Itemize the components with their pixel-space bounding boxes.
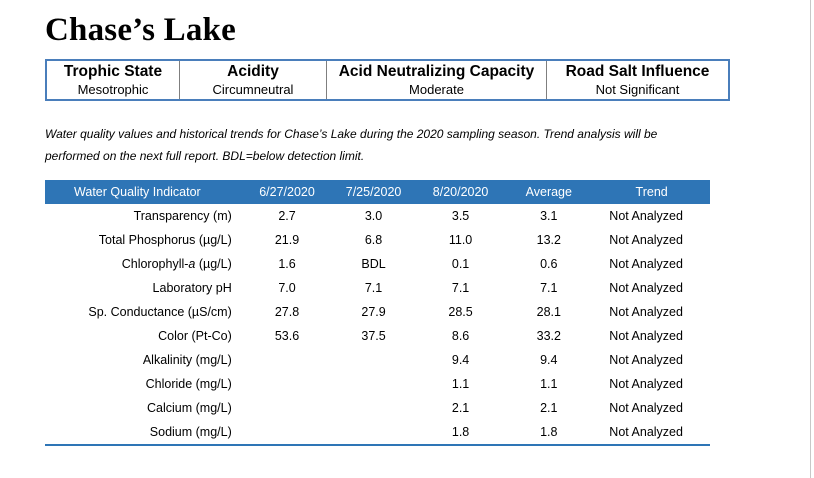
average-cell: 1.8 (540, 425, 558, 439)
header-date-2: 7/25/2020 (345, 185, 402, 199)
summary-heading: Acid Neutralizing Capacity (338, 63, 535, 80)
indicator-cell: Chloride (mg/L) (145, 377, 232, 391)
page-edge (810, 0, 811, 478)
page-title: Chase’s Lake (45, 12, 236, 48)
date-3-cell: 2.1 (451, 401, 470, 415)
summary-acidity: Acidity Circumneutral (180, 61, 327, 99)
indicator-cell: Calcium (mg/L) (147, 401, 232, 415)
summary-heading: Road Salt Influence (565, 63, 710, 80)
trend-cell: Not Analyzed (609, 353, 683, 367)
header-indicator: Water Quality Indicator (74, 185, 201, 199)
average-cell: 13.2 (536, 233, 561, 247)
date-1-cell: 1.6 (278, 257, 296, 271)
average-cell: 0.6 (540, 257, 558, 271)
trend-cell: Not Analyzed (609, 401, 683, 415)
trend-cell: Not Analyzed (609, 329, 683, 343)
date-2-cell: 27.9 (361, 305, 386, 319)
date-2-cell: 37.5 (361, 329, 386, 343)
indicator-cell: Sp. Conductance (µS/cm) (88, 305, 232, 319)
date-1-cell (244, 348, 331, 372)
date-2-cell (330, 420, 417, 445)
table-caption: Water quality values and historical tren… (45, 123, 745, 167)
trend-cell: Not Analyzed (609, 377, 683, 391)
trend-cell: Not Analyzed (609, 257, 683, 271)
indicator-cell: Chlorophyll-a (µg/L) (121, 257, 232, 271)
summary-heading: Acidity (227, 63, 279, 80)
date-2-cell: 3.0 (364, 209, 383, 223)
indicator-cell: Laboratory pH (152, 281, 232, 295)
summary-trophic-state: Trophic State Mesotrophic (47, 61, 180, 99)
table-row: Alkalinity (mg/L) 9.4 9.4 Not Analyzed (45, 348, 710, 372)
date-1-cell (244, 420, 331, 445)
date-3-cell: 7.1 (451, 281, 470, 295)
trend-cell: Not Analyzed (609, 233, 683, 247)
table-row: Total Phosphorus (µg/L) 21.9 6.8 11.0 13.2 No… (45, 228, 710, 252)
table-header-row: Water Quality Indicator 6/27/2020 7/25/2… (45, 180, 710, 204)
table-body: Transparency (m) 2.7 3.0 3.5 3.1 Not Analyzed… (45, 204, 710, 445)
trend-cell: Not Analyzed (609, 425, 683, 439)
date-1-cell: 7.0 (278, 281, 296, 295)
trend-cell: Not Analyzed (609, 209, 683, 223)
table-row: Sp. Conductance (µS/cm) 27.8 27.9 28.5 28.1 N… (45, 300, 710, 324)
caption-line: Water quality values and historical tren… (45, 127, 658, 141)
date-2-cell: BDL (361, 257, 386, 271)
header-date-3: 8/20/2020 (432, 185, 489, 199)
table-row: Laboratory pH 7.0 7.1 7.1 7.1 Not Analyzed (45, 276, 710, 300)
caption-line: performed on the next full report. BDL=b… (45, 149, 365, 163)
water-quality-table: Water Quality Indicator 6/27/2020 7/25/2… (45, 180, 710, 446)
table-row: Calcium (mg/L) 2.1 2.1 Not Analyzed (45, 396, 710, 420)
lake-summary-table: Trophic State Mesotrophic Acidity Circum… (45, 59, 730, 101)
table-row: Sodium (mg/L) 1.8 1.8 Not Analyzed (45, 420, 710, 445)
indicator-cell: Total Phosphorus (µg/L) (98, 233, 232, 247)
date-3-cell: 9.4 (451, 353, 470, 367)
summary-road-salt: Road Salt Influence Not Significant (547, 61, 728, 99)
trend-cell: Not Analyzed (609, 281, 683, 295)
date-2-cell: 7.1 (364, 281, 383, 295)
table-row: Chloride (mg/L) 1.1 1.1 Not Analyzed (45, 372, 710, 396)
summary-value: Mesotrophic (77, 82, 149, 97)
date-1-cell (244, 396, 331, 420)
date-1-cell (244, 372, 331, 396)
trend-cell: Not Analyzed (609, 305, 683, 319)
date-3-cell: 28.5 (448, 305, 473, 319)
date-1-cell: 53.6 (274, 329, 300, 343)
date-3-cell: 1.8 (451, 425, 470, 439)
date-2-cell (330, 372, 417, 396)
summary-value: Circumneutral (212, 82, 294, 97)
date-3-cell: 0.1 (451, 257, 470, 271)
average-cell: 33.2 (536, 329, 561, 343)
date-3-cell: 3.5 (451, 209, 470, 223)
average-cell: 3.1 (540, 209, 558, 223)
date-2-cell: 6.8 (364, 233, 383, 247)
date-3-cell: 11.0 (448, 233, 473, 247)
summary-value: Moderate (409, 82, 464, 97)
average-cell: 28.1 (536, 305, 561, 319)
summary-anc: Acid Neutralizing Capacity Moderate (327, 61, 547, 99)
indicator-cell: Color (Pt-Co) (158, 329, 232, 343)
header-date-1: 6/27/2020 (259, 185, 315, 199)
table-row: Chlorophyll-a (µg/L) 1.6 BDL 0.1 0.6 Not Anal… (45, 252, 710, 276)
date-2-cell (330, 348, 417, 372)
average-cell: 9.4 (540, 353, 558, 367)
date-1-cell: 27.8 (274, 305, 300, 319)
table-row: Transparency (m) 2.7 3.0 3.5 3.1 Not Analyzed (45, 204, 710, 228)
summary-value: Not Significant (595, 82, 680, 97)
indicator-cell: Transparency (m) (133, 209, 232, 223)
summary-heading: Trophic State (63, 63, 163, 80)
date-1-cell: 21.9 (274, 233, 300, 247)
date-1-cell: 2.7 (278, 209, 296, 223)
date-2-cell (330, 396, 417, 420)
date-3-cell: 8.6 (451, 329, 470, 343)
header-trend: Trend (635, 185, 668, 199)
indicator-cell: Alkalinity (mg/L) (142, 353, 232, 367)
average-cell: 1.1 (540, 377, 558, 391)
average-cell: 7.1 (540, 281, 558, 295)
date-3-cell: 1.1 (451, 377, 470, 391)
average-cell: 2.1 (540, 401, 558, 415)
header-average: Average (525, 185, 572, 199)
indicator-cell: Sodium (mg/L) (149, 425, 232, 439)
table-row: Color (Pt-Co) 53.6 37.5 8.6 33.2 Not Analyzed (45, 324, 710, 348)
